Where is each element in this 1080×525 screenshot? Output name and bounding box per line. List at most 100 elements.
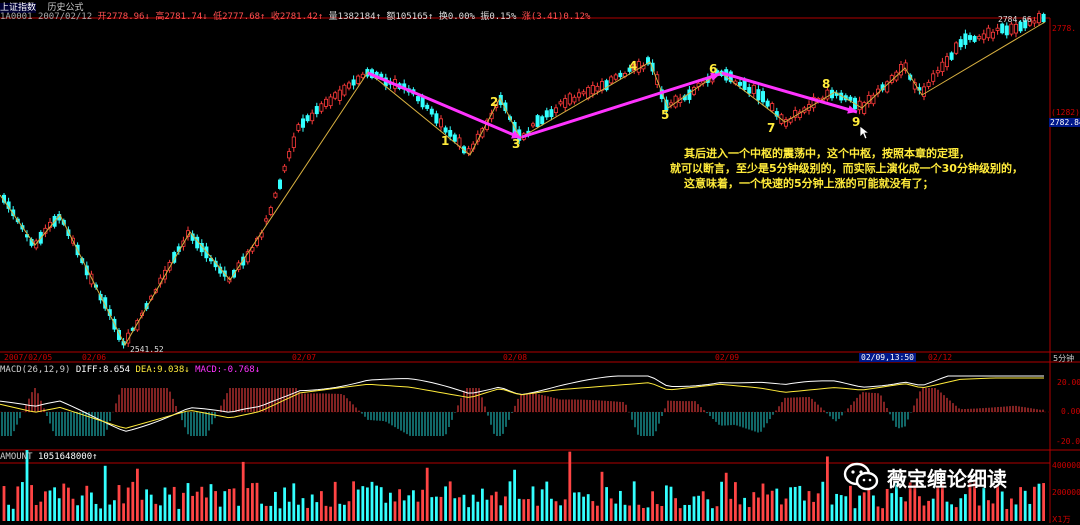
candle-body <box>586 86 591 99</box>
amount-bar <box>987 500 990 521</box>
candle-body <box>958 39 963 48</box>
candle-body <box>797 111 802 118</box>
candle-body <box>328 96 333 107</box>
watermark-text: 薇宝缠论细读 <box>887 466 1007 491</box>
amount-bar <box>122 503 125 521</box>
period-label[interactable]: 历史公式 <box>47 3 84 13</box>
candle-body <box>1014 23 1019 34</box>
amount-bar <box>729 498 733 521</box>
amount-bar <box>48 490 52 521</box>
amount-bar <box>918 496 921 521</box>
index-name[interactable]: 上证指数 <box>0 3 37 13</box>
candle-body <box>300 118 305 128</box>
candle-body <box>1037 13 1042 24</box>
amount-bar <box>927 500 930 521</box>
amount-bar <box>586 494 590 521</box>
amount-bar <box>76 505 79 521</box>
amount-bar <box>522 499 526 521</box>
amount-bar <box>237 505 240 521</box>
amount-bar <box>200 486 204 521</box>
amount-arrow-icon: ↑ <box>427 12 434 22</box>
amount-bar <box>770 490 774 521</box>
candle-body <box>448 130 453 137</box>
amount-bar <box>683 504 687 521</box>
amount-bar <box>1010 498 1013 521</box>
amount-bar <box>757 497 760 521</box>
timeframe-label[interactable]: 5分钟 <box>1053 354 1075 363</box>
amount-bar <box>527 499 530 521</box>
amount-bar <box>467 507 470 521</box>
date-label-6: 02/12 <box>928 353 953 362</box>
amount-bar <box>444 486 447 521</box>
amount-bar <box>108 504 112 521</box>
arrow-down-2-head <box>847 105 857 114</box>
amount-bar <box>402 500 406 521</box>
amount-bar <box>57 498 61 521</box>
amount-bar <box>784 498 788 521</box>
candle-body <box>11 209 16 217</box>
amount-bar <box>324 505 328 521</box>
candle-body <box>1018 21 1023 32</box>
candle-body <box>756 89 761 101</box>
candle-body <box>356 75 361 85</box>
candle-body <box>784 119 789 127</box>
price-axis-count-label: (1282) <box>1051 108 1080 117</box>
amount-bar <box>149 494 153 521</box>
open-value: 开2778.96 <box>97 12 145 22</box>
amount-bar <box>333 481 337 521</box>
candle-body <box>84 265 89 276</box>
amount-bar <box>485 499 489 521</box>
candle-body <box>1004 25 1009 36</box>
amount-bar <box>812 501 815 521</box>
candle-body <box>319 103 324 112</box>
chart-frame <box>0 17 1080 523</box>
amount-bar <box>904 501 907 521</box>
amount-bar <box>7 504 10 521</box>
date-label-2: 02/07 <box>292 353 317 362</box>
amount-bar <box>278 508 282 521</box>
amount-bar <box>734 482 737 521</box>
candle-body <box>935 70 940 74</box>
candle-body <box>738 81 743 86</box>
candle-body <box>636 61 641 73</box>
amount-bar <box>126 487 130 521</box>
amount-bar <box>1000 491 1004 521</box>
amount-bar <box>577 492 581 521</box>
candle-body <box>438 118 443 128</box>
wave-label-7: 7 <box>767 121 776 135</box>
candle-body <box>590 85 595 95</box>
amount-bar <box>711 508 714 521</box>
amount-bar <box>191 495 194 521</box>
amount-bar <box>62 483 66 521</box>
candle-body <box>310 112 315 122</box>
amount-bar <box>1023 490 1027 521</box>
amount-bar <box>858 495 861 521</box>
candle-body <box>991 31 996 39</box>
amount-bar <box>462 494 466 521</box>
candle-body <box>434 113 439 124</box>
turnover-value: 换0.00% <box>438 12 475 22</box>
amount-bar <box>99 508 102 521</box>
candle-body <box>287 151 292 159</box>
amount-bar <box>347 501 351 521</box>
amount-bar <box>361 486 365 521</box>
amount-bar <box>1037 483 1041 521</box>
dea-value: DEA:9.038 <box>135 365 185 375</box>
amount-bar <box>117 485 121 521</box>
date-label-0: 2007/02/05 <box>4 353 53 362</box>
amount-bar <box>85 485 89 521</box>
amount-bar <box>591 501 595 521</box>
candle-body <box>1000 23 1005 34</box>
high-value: 高2781.74 <box>155 12 203 22</box>
amount-bar <box>379 487 383 521</box>
amount-bar <box>53 487 56 521</box>
candle-body <box>613 74 618 80</box>
wave-label-6: 6 <box>709 62 718 76</box>
amount-bar <box>71 498 75 521</box>
candle-body <box>535 115 540 127</box>
amount-bar <box>448 481 452 521</box>
amount-bar <box>113 500 116 521</box>
amount-bar <box>609 498 613 521</box>
cursor-date-label: 02/09,13:50 <box>859 353 916 362</box>
